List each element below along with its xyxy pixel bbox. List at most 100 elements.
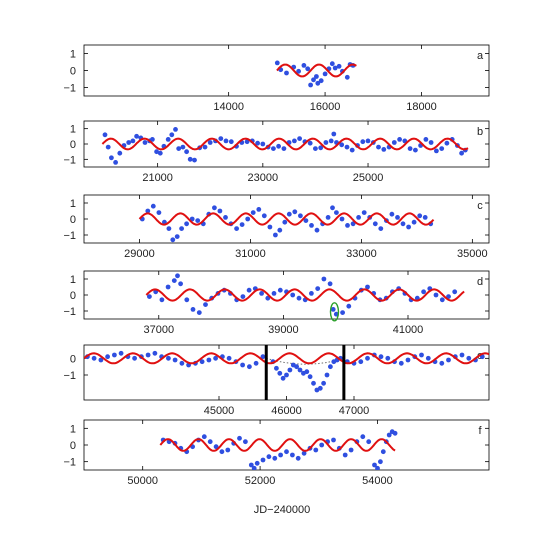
data-point (296, 295, 302, 301)
data-point (292, 138, 297, 144)
data-point (378, 459, 383, 465)
data-point (330, 307, 336, 312)
data-point (219, 449, 225, 455)
data-point (309, 291, 314, 296)
data-point (246, 287, 252, 293)
x-tick-label: 18000 (406, 101, 437, 113)
data-point (292, 209, 298, 215)
data-point (271, 291, 277, 296)
data-point (284, 449, 289, 455)
data-point (452, 289, 458, 295)
y-tick-label: 1 (70, 198, 76, 210)
y-tick-label: 0 (70, 290, 76, 302)
y-tick-label: 0 (70, 139, 76, 151)
data-point (386, 432, 392, 438)
data-point (240, 362, 246, 368)
panel-plot-area (138, 203, 435, 243)
data-point (290, 292, 296, 298)
data-point (330, 205, 335, 211)
data-point (365, 284, 370, 290)
x-tick-label: 41000 (393, 324, 424, 336)
data-point (428, 140, 434, 145)
data-point (301, 63, 307, 68)
data-point (196, 310, 202, 315)
data-point (305, 66, 311, 72)
data-point (459, 150, 464, 156)
data-point (207, 140, 213, 145)
y-tick-label: −1 (63, 306, 76, 318)
x-tick-label: 21000 (142, 172, 173, 184)
data-point (376, 144, 381, 150)
data-point (381, 147, 387, 152)
data-point (314, 227, 320, 233)
data-point (339, 216, 345, 222)
x-tick-label: 23000 (248, 172, 279, 184)
data-point (446, 357, 451, 363)
data-point (309, 223, 314, 228)
y-tick-label: 1 (70, 423, 76, 435)
y-tick-label: 1 (70, 274, 76, 286)
data-point (398, 360, 404, 366)
data-point (180, 144, 186, 150)
data-point (378, 226, 384, 232)
data-point (324, 372, 330, 378)
data-point (187, 156, 193, 162)
data-point (298, 213, 303, 219)
data-point (395, 215, 400, 220)
data-point (176, 146, 182, 152)
data-point (327, 281, 333, 287)
data-point (165, 284, 171, 290)
data-point (174, 234, 180, 240)
panels: −1 0 1 14000 16000 18000 a −1 0 1 21000 23000 25000 b… (63, 44, 490, 487)
data-point (406, 224, 411, 230)
data-point (256, 207, 262, 212)
data-point (260, 141, 266, 147)
data-point (150, 203, 156, 209)
data-point (169, 132, 175, 138)
x-tick-label: 52000 (245, 475, 276, 487)
x-tick-label: 14000 (213, 101, 244, 113)
data-point (251, 465, 257, 470)
data-point (273, 232, 278, 238)
data-point (385, 355, 391, 361)
data-point (296, 68, 301, 74)
data-point (166, 355, 171, 361)
data-point (271, 146, 276, 152)
data-point (156, 210, 162, 216)
data-point (434, 148, 439, 154)
panel-c: −1 0 1 29000 31000 33000 35000 c (63, 194, 490, 260)
y-tick-label: 0 (70, 353, 76, 365)
data-point (243, 439, 248, 445)
data-point (356, 215, 361, 220)
x-tick-label: 50000 (127, 475, 158, 487)
data-point (166, 226, 172, 232)
data-point (159, 297, 165, 303)
data-point (323, 140, 329, 145)
panel-plot-area (274, 60, 357, 88)
data-point (274, 365, 279, 371)
data-point (272, 455, 278, 461)
data-point (325, 215, 331, 220)
data-point (360, 139, 366, 145)
model-curve (159, 438, 396, 452)
data-point (223, 215, 228, 220)
data-point (274, 60, 280, 66)
data-point (297, 367, 303, 373)
data-point (303, 218, 309, 224)
data-point (134, 133, 140, 139)
data-point (344, 74, 350, 80)
data-point (331, 437, 336, 443)
highlight-ellipse (329, 302, 340, 322)
data-point (130, 138, 136, 144)
data-point (190, 307, 196, 312)
data-point (466, 355, 472, 361)
data-point (277, 227, 283, 233)
x-tick-label: 46000 (271, 405, 302, 417)
data-point (105, 144, 111, 150)
y-tick-label: −1 (63, 154, 76, 166)
data-point (380, 449, 386, 455)
data-point (336, 63, 342, 69)
data-point (126, 140, 132, 145)
data-point (254, 460, 260, 466)
x-tick-label: 16000 (310, 101, 341, 113)
